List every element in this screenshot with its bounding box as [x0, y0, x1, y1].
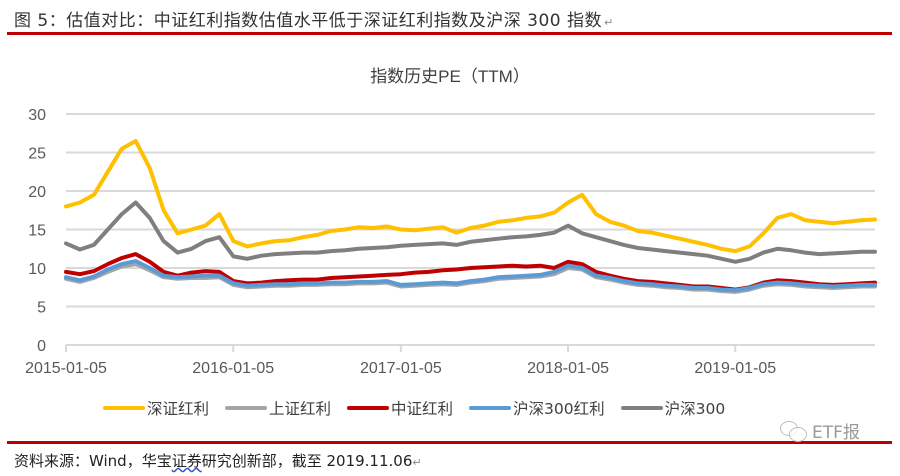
legend-swatch-icon — [347, 406, 390, 410]
watermark-text: ETF报 — [812, 423, 860, 443]
y-tick-label: 10 — [28, 261, 46, 278]
gridlines — [66, 113, 875, 346]
chart-title: 指数历史PE（TTM） — [370, 67, 530, 86]
legend-label: 沪深300 — [664, 400, 726, 418]
paragraph-mark: ↵ — [412, 456, 422, 469]
source-text-part: 资料来源：Wind，华宝 — [14, 452, 172, 470]
x-tick-label: 2015-01-05 — [25, 360, 107, 377]
y-tick-label: 5 — [37, 300, 46, 317]
figure-title: 图 5：估值对比：中证红利指数估值水平低于深证红利指数及沪深 300 指数 ↵ — [14, 6, 614, 31]
legend-swatch-icon — [225, 406, 268, 410]
figure-title-text: 图 5：估值对比：中证红利指数估值水平低于深证红利指数及沪深 300 指数 — [14, 11, 602, 31]
legend-item: 中证红利 — [347, 397, 453, 419]
y-tick-label: 20 — [28, 184, 46, 201]
legend-label: 上证红利 — [269, 400, 332, 418]
watermark: ETF报 — [780, 418, 860, 443]
legend-item: 上证红利 — [225, 397, 331, 419]
legend-swatch-icon — [103, 406, 145, 410]
source-note: 资料来源：Wind，华宝证券研究创新部，截至 2019.11.06↵ — [14, 450, 422, 471]
series-line — [64, 139, 877, 254]
paragraph-mark: ↵ — [603, 16, 614, 29]
source-divider — [7, 441, 892, 444]
series-line — [64, 259, 877, 293]
x-tick-label: 2017-01-05 — [360, 360, 442, 377]
wechat-icon — [780, 420, 808, 442]
series-lines — [64, 139, 877, 294]
legend-swatch-icon — [469, 406, 512, 410]
legend-label: 深证红利 — [147, 400, 210, 418]
source-text-part: 研究创新部，截至 2019.11.06 — [201, 452, 413, 470]
y-axis-ticks: 0 5 10 15 20 25 30 — [28, 107, 46, 355]
chart-legend: 深证红利 上证红利 中证红利 沪深300红利 沪深300 — [103, 397, 725, 419]
x-tick-label: 2016-01-05 — [192, 360, 274, 377]
y-tick-label: 15 — [28, 223, 46, 240]
title-divider — [7, 32, 892, 35]
legend-label: 沪深300红利 — [513, 400, 605, 418]
x-tick-label: 2019-01-05 — [694, 360, 776, 377]
legend-swatch-icon — [620, 406, 663, 410]
legend-item: 沪深300红利 — [469, 397, 605, 419]
y-tick-label: 25 — [28, 146, 46, 163]
legend-label: 中证红利 — [391, 400, 454, 418]
legend-item: 深证红利 — [103, 397, 209, 419]
y-tick-label: 0 — [37, 338, 46, 355]
x-tick-label: 2018-01-05 — [527, 360, 609, 377]
series-line — [64, 200, 877, 264]
legend-item: 沪深300 — [620, 397, 726, 419]
source-text-spellcheck: 证券 — [171, 452, 202, 470]
x-axis: 2015-01-05 2016-01-05 2017-01-05 2018-01-05… — [25, 345, 776, 377]
y-tick-label: 30 — [28, 107, 46, 124]
